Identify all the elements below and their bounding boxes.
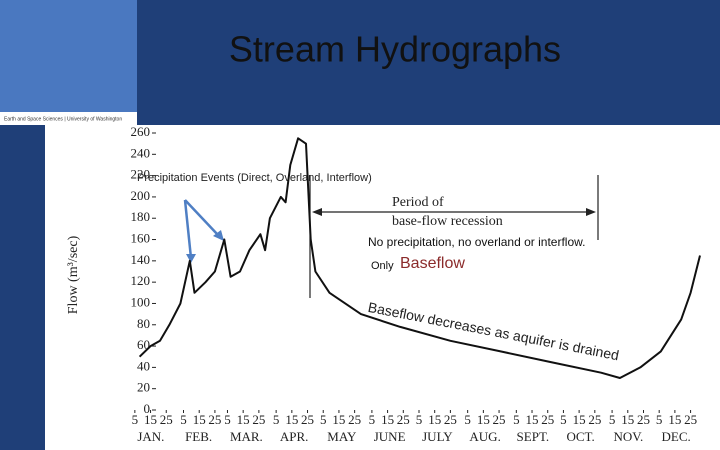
y-tick-label: 0 bbox=[144, 401, 151, 416]
x-tick-label: 15 bbox=[477, 412, 490, 427]
y-tick-label: 60 bbox=[137, 337, 150, 352]
x-tick-label: 15 bbox=[237, 412, 250, 427]
arrow bbox=[183, 199, 193, 259]
annotation: Period of bbox=[392, 195, 444, 210]
month-label: MAR. bbox=[230, 429, 263, 444]
x-tick-label: 15 bbox=[526, 412, 539, 427]
x-tick-label: 15 bbox=[573, 412, 586, 427]
y-tick-label: 180 bbox=[131, 209, 151, 224]
corner-box bbox=[0, 0, 137, 112]
x-tick-label: 5 bbox=[560, 412, 567, 427]
x-tick-label: 5 bbox=[132, 412, 139, 427]
arrowhead bbox=[213, 230, 224, 241]
x-tick-label: 25 bbox=[493, 412, 506, 427]
x-tick-label: 5 bbox=[416, 412, 423, 427]
arrowhead bbox=[586, 208, 596, 216]
x-tick-label: 5 bbox=[369, 412, 376, 427]
x-tick-label: 25 bbox=[444, 412, 457, 427]
month-label: MAY bbox=[327, 429, 357, 444]
x-tick-label: 5 bbox=[273, 412, 280, 427]
logo-strip bbox=[0, 112, 137, 125]
x-tick-label: 15 bbox=[144, 412, 157, 427]
x-tick-label: 25 bbox=[160, 412, 173, 427]
x-tick-label: 15 bbox=[428, 412, 441, 427]
y-tick-label: 40 bbox=[137, 358, 150, 373]
annotation: No precipitation, no overland or interfl… bbox=[368, 235, 585, 249]
x-tick-label: 15 bbox=[193, 412, 206, 427]
annotation: Only bbox=[371, 260, 394, 272]
y-tick-label: 200 bbox=[131, 188, 151, 203]
flow-line bbox=[138, 137, 701, 379]
x-tick-label: 25 bbox=[252, 412, 265, 427]
x-tick-label: 15 bbox=[332, 412, 345, 427]
x-tick-label: 25 bbox=[301, 412, 314, 427]
annotation: Baseflow bbox=[400, 255, 465, 272]
x-tick-label: 25 bbox=[397, 412, 410, 427]
slide-title: Stream Hydrographs bbox=[229, 29, 561, 70]
y-tick-label: 120 bbox=[131, 273, 151, 288]
x-tick-label: 25 bbox=[637, 412, 650, 427]
month-label: JUNE bbox=[374, 429, 406, 444]
y-axis-label: Flow (m³/sec) bbox=[66, 235, 81, 314]
x-tick-label: 5 bbox=[609, 412, 616, 427]
x-tick-label: 5 bbox=[513, 412, 520, 427]
x-tick-label: 15 bbox=[381, 412, 394, 427]
y-tick-label: 220 bbox=[131, 167, 151, 182]
x-tick-label: 5 bbox=[180, 412, 187, 427]
month-label: FEB. bbox=[185, 429, 212, 444]
y-tick-label: 240 bbox=[131, 145, 151, 160]
arrow bbox=[184, 199, 219, 236]
x-tick-label: 25 bbox=[588, 412, 601, 427]
x-tick-label: 5 bbox=[320, 412, 327, 427]
y-tick-label: 100 bbox=[131, 294, 151, 309]
month-label: DEC. bbox=[662, 429, 691, 444]
x-tick-label: 5 bbox=[464, 412, 471, 427]
arrowhead bbox=[312, 208, 322, 216]
annotation: Precipitation Events (Direct, Overland, … bbox=[137, 172, 372, 184]
y-tick-label: 20 bbox=[137, 380, 150, 395]
y-tick-label: 140 bbox=[131, 252, 151, 267]
x-tick-label: 25 bbox=[208, 412, 221, 427]
month-label: NOV. bbox=[614, 429, 644, 444]
annotation: base-flow recession bbox=[392, 214, 503, 229]
x-tick-label: 5 bbox=[224, 412, 231, 427]
x-tick-label: 15 bbox=[285, 412, 298, 427]
month-label: SEPT. bbox=[517, 429, 550, 444]
y-tick-label: 260 bbox=[131, 124, 151, 139]
x-tick-label: 15 bbox=[621, 412, 634, 427]
x-tick-label: 15 bbox=[668, 412, 681, 427]
month-label: APR. bbox=[280, 429, 309, 444]
x-tick-label: 25 bbox=[684, 412, 697, 427]
x-tick-label: 25 bbox=[348, 412, 361, 427]
month-label: JAN. bbox=[137, 429, 164, 444]
month-label: OCT. bbox=[566, 429, 594, 444]
x-tick-label: 25 bbox=[541, 412, 554, 427]
month-label: JULY bbox=[422, 429, 453, 444]
y-tick-label: 80 bbox=[137, 316, 150, 331]
month-label: AUG. bbox=[469, 429, 500, 444]
chart-panel bbox=[45, 125, 720, 450]
x-tick-label: 5 bbox=[656, 412, 663, 427]
arrowhead bbox=[186, 254, 196, 263]
y-tick-label: 160 bbox=[131, 231, 151, 246]
logo-text: Earth and Space Sciences | University of… bbox=[4, 116, 122, 122]
